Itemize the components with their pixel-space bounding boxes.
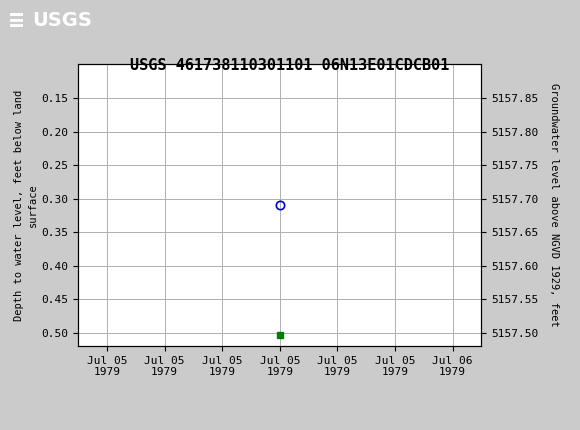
Text: USGS 461738110301101 06N13E01CDCB01: USGS 461738110301101 06N13E01CDCB01	[130, 58, 450, 73]
Y-axis label: Depth to water level, feet below land
surface: Depth to water level, feet below land su…	[14, 90, 38, 321]
Y-axis label: Groundwater level above NGVD 1929, feet: Groundwater level above NGVD 1929, feet	[549, 83, 560, 327]
Text: USGS: USGS	[32, 11, 92, 30]
Text: ≡: ≡	[9, 9, 24, 33]
